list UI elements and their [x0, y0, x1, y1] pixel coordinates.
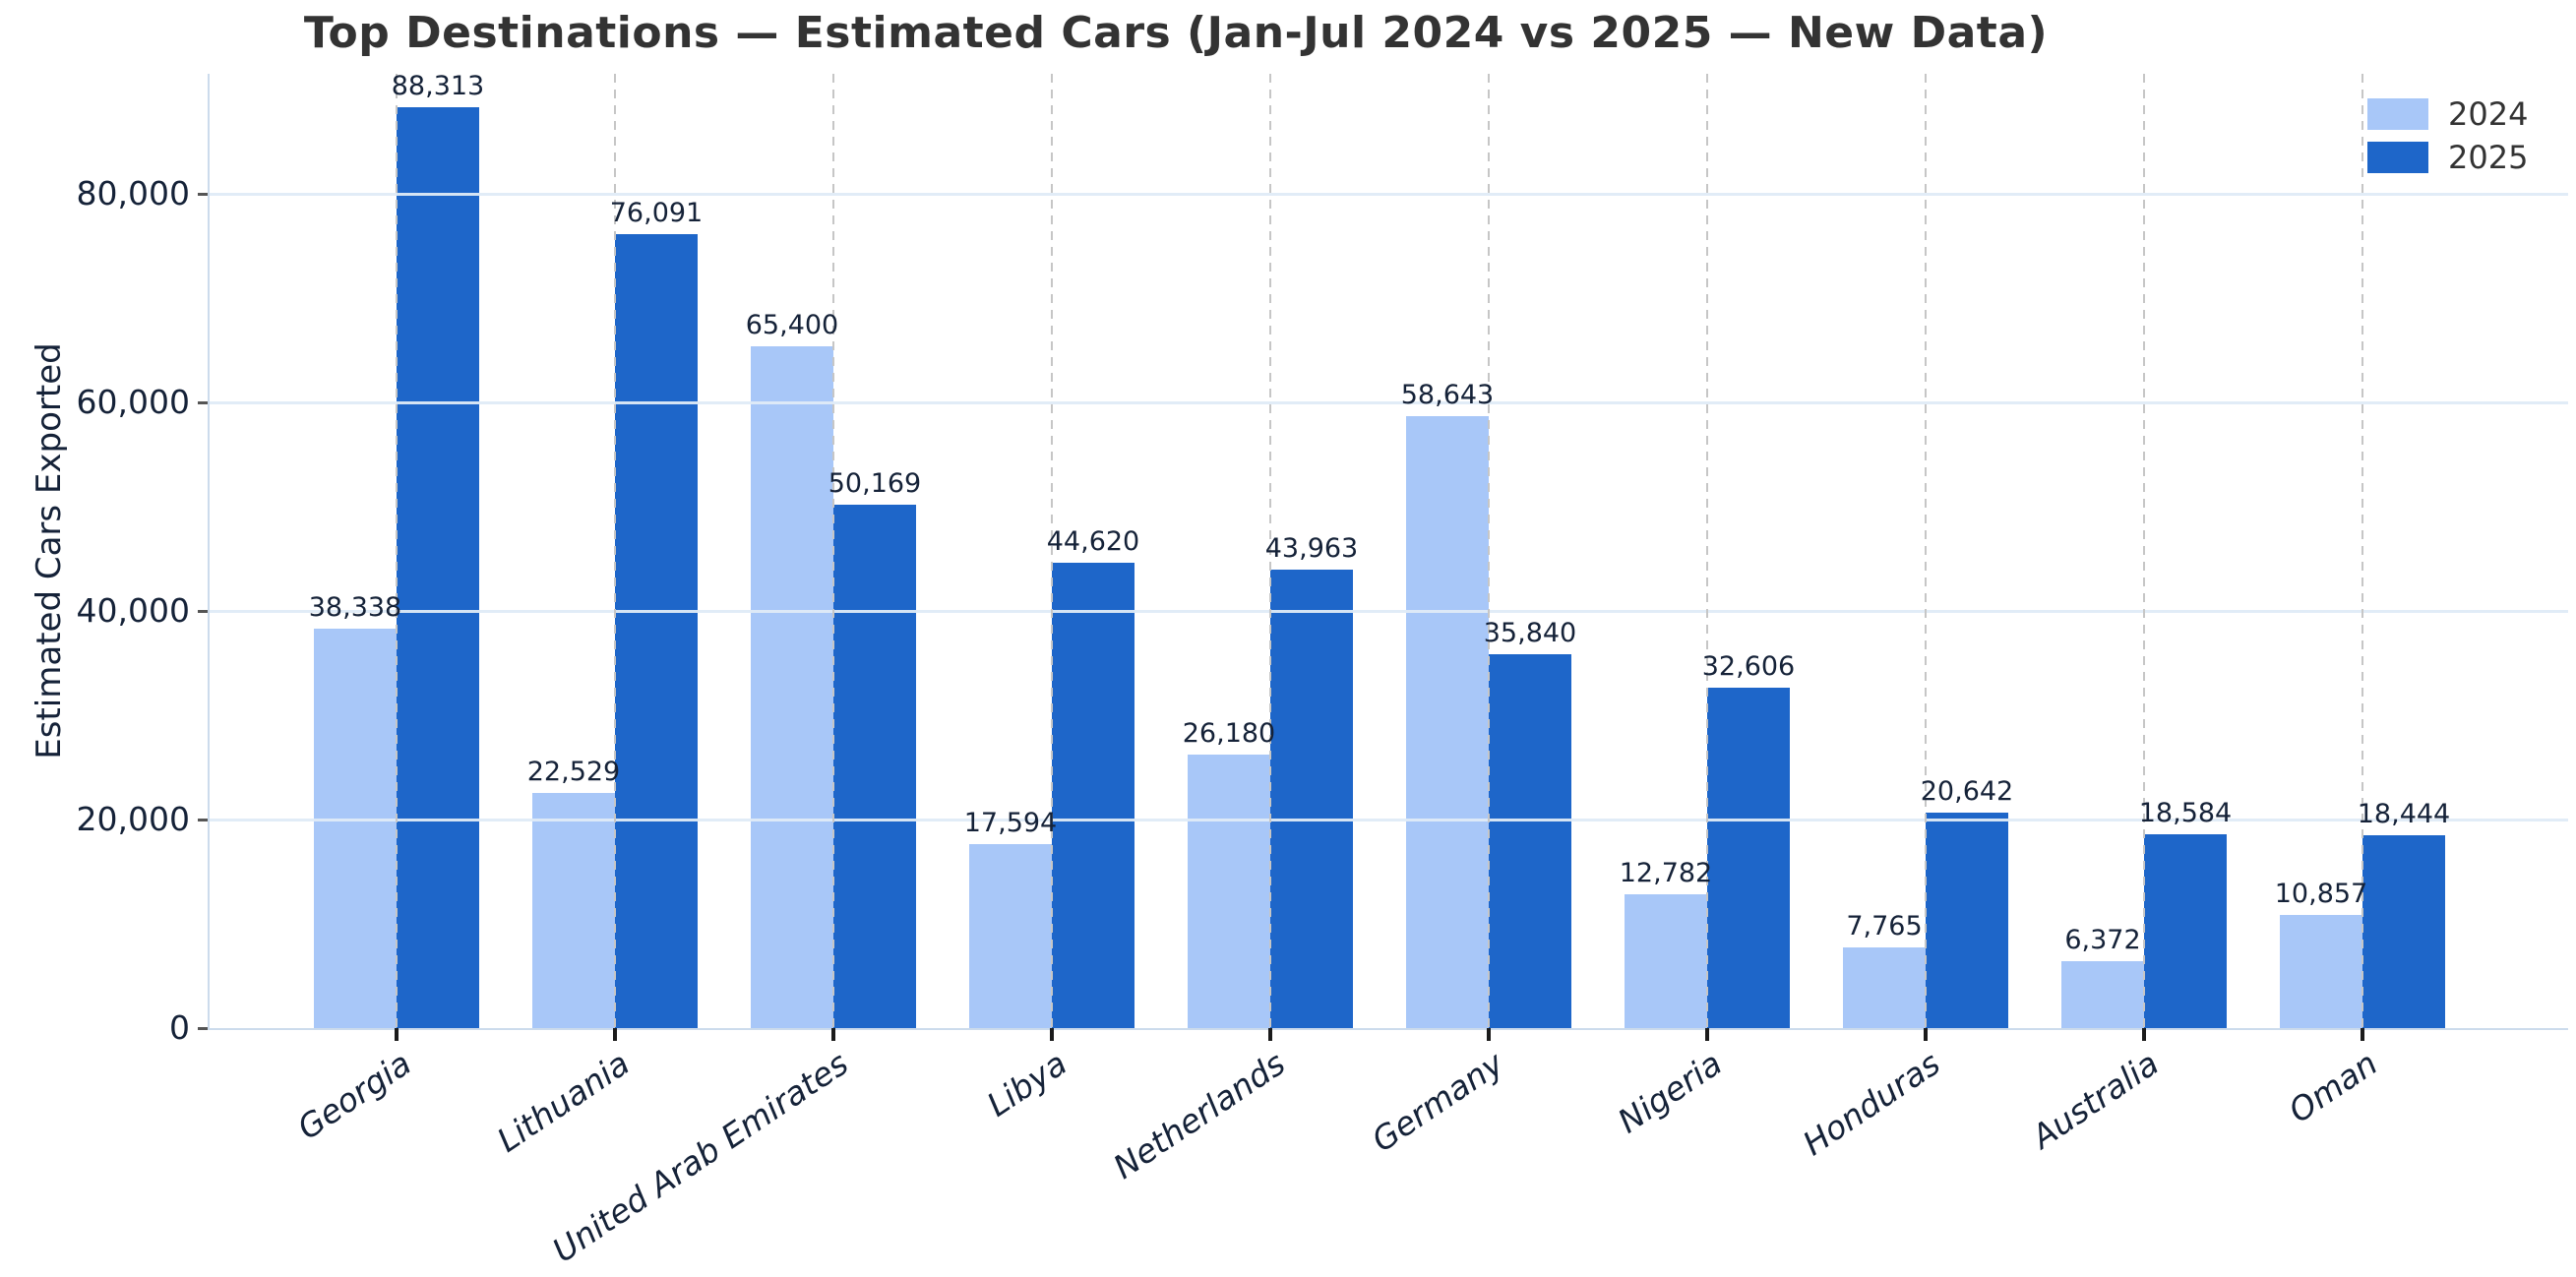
- legend-item-2024: 2024: [2367, 98, 2528, 130]
- plot-area: 0 20,000 40,000 60,000 80,000 38,338 88,313 Geo…: [77, 70, 2568, 1270]
- x-tick-label: Georgia: [290, 1044, 418, 1148]
- y-tick-label: 40,000: [76, 590, 190, 630]
- x-tick-mark: [2142, 1028, 2146, 1041]
- bar-value-label: 10,857: [2274, 878, 2368, 909]
- x-tick-mark: [1705, 1028, 1709, 1041]
- y-tick-mark: [198, 818, 208, 821]
- y-tick-label: 60,000: [76, 382, 190, 421]
- x-tick-label: Germany: [1364, 1044, 1510, 1160]
- legend-swatch-2025: [2367, 142, 2428, 173]
- gridline-vertical-dashed: [1706, 74, 1708, 1028]
- x-tick-label: Netherlands: [1106, 1044, 1292, 1186]
- y-tick-label: 20,000: [76, 799, 190, 838]
- bar-2024-honduras: [1843, 946, 1926, 1028]
- bar-2025-australia: [2144, 833, 2227, 1028]
- bar-2024-libya: [969, 844, 1052, 1028]
- bar-value-label: 44,620: [1046, 525, 1140, 557]
- bar-value-label: 88,313: [391, 70, 485, 101]
- bar-2024-united-arab-emirates: [751, 345, 833, 1028]
- bar-2025-germany: [1489, 654, 1571, 1028]
- y-axis-spine: [208, 74, 210, 1030]
- legend-label-2025: 2025: [2448, 139, 2529, 176]
- bar-value-label: 17,594: [963, 808, 1058, 839]
- bar-value-label: 38,338: [308, 591, 402, 623]
- bar-2025-united-arab-emirates: [833, 505, 916, 1028]
- bar-2025-nigeria: [1707, 688, 1790, 1028]
- gridline-horizontal: [210, 192, 2568, 196]
- y-tick-label: 0: [169, 1008, 190, 1047]
- x-tick-label: Honduras: [1796, 1044, 1947, 1164]
- bar-value-label: 6,372: [2064, 925, 2141, 956]
- bar-value-label: 7,765: [1846, 910, 1923, 942]
- bar-value-label: 18,444: [2357, 799, 2451, 830]
- x-tick-mark: [1268, 1028, 1272, 1041]
- gridline-vertical-dashed: [2143, 74, 2145, 1028]
- bar-value-label: 43,963: [1264, 532, 1359, 564]
- bar-value-label: 32,606: [1701, 651, 1796, 683]
- bar-value-label: 50,169: [828, 468, 922, 500]
- bar-2025-netherlands: [1270, 569, 1353, 1028]
- bar-2024-australia: [2061, 961, 2144, 1028]
- x-tick-mark: [1487, 1028, 1491, 1041]
- x-axis-spine: [208, 1028, 2568, 1030]
- bar-value-label: 12,782: [1619, 858, 1713, 889]
- legend-label-2024: 2024: [2448, 95, 2529, 133]
- gridline-vertical-dashed: [1925, 74, 1927, 1028]
- bar-value-label: 58,643: [1400, 380, 1495, 411]
- gridline-horizontal: [210, 818, 2568, 821]
- x-tick-label: Nigeria: [1611, 1044, 1729, 1141]
- y-tick-mark: [198, 609, 208, 613]
- legend-swatch-2024: [2367, 98, 2428, 130]
- bar-2024-nigeria: [1625, 894, 1707, 1028]
- x-tick-mark: [2361, 1028, 2364, 1041]
- x-tick-mark: [1924, 1028, 1928, 1041]
- legend: 2024 2025: [2367, 98, 2528, 173]
- x-tick-mark: [831, 1028, 835, 1041]
- legend-item-2025: 2025: [2367, 142, 2528, 173]
- bar-value-label: 22,529: [526, 757, 621, 788]
- bar-2024-oman: [2280, 914, 2362, 1028]
- gridline-horizontal: [210, 609, 2568, 613]
- gridline-vertical-dashed: [1051, 74, 1053, 1028]
- x-tick-label: Libya: [979, 1044, 1073, 1125]
- gridline-vertical-dashed: [1269, 74, 1271, 1028]
- bar-2024-georgia: [314, 628, 397, 1028]
- y-tick-mark: [198, 192, 208, 196]
- bar-2025-oman: [2362, 835, 2445, 1028]
- x-tick-label: Australia: [2024, 1044, 2166, 1156]
- chart-title: Top Destinations — Estimated Cars (Jan-J…: [303, 8, 2049, 58]
- bar-value-label: 20,642: [1920, 776, 2014, 808]
- bar-2024-netherlands: [1188, 755, 1270, 1028]
- bar-value-label: 65,400: [745, 309, 839, 340]
- bar-2025-lithuania: [615, 234, 698, 1028]
- bar-2025-georgia: [397, 106, 479, 1028]
- x-tick-label: Lithuania: [490, 1044, 637, 1160]
- x-tick-mark: [395, 1028, 399, 1041]
- gridline-vertical-dashed: [1488, 74, 1490, 1028]
- bar-2025-honduras: [1926, 813, 2008, 1028]
- gridline-vertical-dashed: [614, 74, 616, 1028]
- x-tick-mark: [613, 1028, 617, 1041]
- gridline-vertical-dashed: [832, 74, 834, 1028]
- gridline-horizontal: [210, 400, 2568, 404]
- bar-2024-lithuania: [532, 793, 615, 1028]
- bar-value-label: 76,091: [609, 198, 704, 229]
- bar-value-label: 18,584: [2138, 797, 2233, 828]
- bar-value-label: 26,180: [1182, 718, 1276, 750]
- bar-value-label: 35,840: [1483, 618, 1577, 649]
- x-tick-mark: [1050, 1028, 1054, 1041]
- x-tick-label: Oman: [2281, 1044, 2384, 1130]
- bar-2025-libya: [1052, 562, 1135, 1028]
- gridline-vertical-dashed: [396, 74, 398, 1028]
- y-tick-mark: [198, 400, 208, 404]
- y-tick-mark: [198, 1027, 208, 1030]
- gridline-vertical-dashed: [2361, 74, 2363, 1028]
- bar-2024-germany: [1406, 416, 1489, 1028]
- y-tick-label: 80,000: [76, 173, 190, 213]
